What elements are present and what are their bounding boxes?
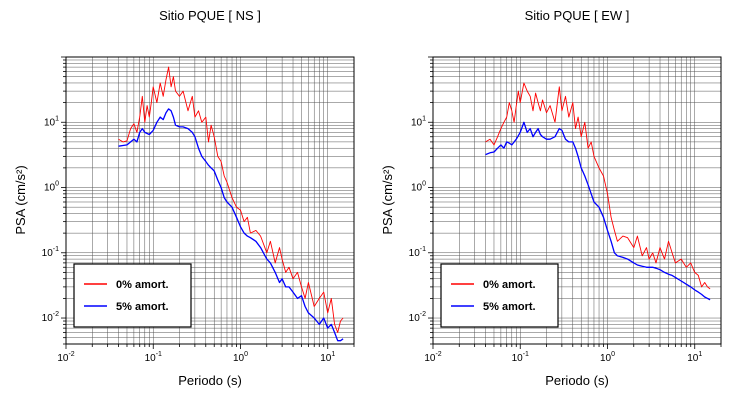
y-tick-label: 101 <box>411 115 426 128</box>
tick-base: 10 <box>320 353 332 364</box>
tick-exponent: 1 <box>422 115 426 122</box>
legend-label: 5% amort. <box>483 301 536 313</box>
plot-frame <box>65 56 355 345</box>
y-tick-label: 10-2 <box>409 311 426 324</box>
series-line-5pct <box>118 108 344 342</box>
plot-frame <box>432 56 722 345</box>
x-axis-label: Periodo (s) <box>178 373 242 388</box>
tick-exponent: -1 <box>523 351 529 358</box>
tick-exponent: -1 <box>420 246 426 253</box>
tick-exponent: -2 <box>53 311 59 318</box>
tick-exponent: -2 <box>68 351 74 358</box>
tick-base: 10 <box>145 353 157 364</box>
tick-base: 10 <box>233 353 245 364</box>
legend-label: 0% amort. <box>483 279 536 291</box>
tick-base: 10 <box>600 353 612 364</box>
tick-base: 10 <box>44 183 56 194</box>
tick-exponent: 1 <box>698 351 702 358</box>
y-tick-label: 10-2 <box>42 311 59 324</box>
x-tick-label: 101 <box>320 351 335 364</box>
legend: 0% amort. 5% amort. <box>440 263 559 328</box>
y-tick-label: 100 <box>44 181 59 194</box>
tick-base: 10 <box>411 183 423 194</box>
series-line-0pct <box>485 82 711 290</box>
tick-base: 10 <box>57 353 69 364</box>
series-line-0pct <box>118 66 344 333</box>
series-line-5pct <box>485 121 711 301</box>
tick-base: 10 <box>409 248 421 259</box>
x-tick-label: 100 <box>600 351 615 364</box>
x-tick-label: 10-2 <box>57 351 74 364</box>
legend-label: 5% amort. <box>116 301 169 313</box>
x-tick-label: 10-1 <box>512 351 529 364</box>
tick-base: 10 <box>512 353 524 364</box>
chart-title: Sitio PQUE [ EW ] <box>525 8 630 23</box>
chart-panel-ns: Sitio PQUE [ NS ] Periodo (s) PSA (cm/s²… <box>13 8 355 388</box>
tick-base: 10 <box>424 353 436 364</box>
y-axis-label: PSA (cm/s²) <box>13 165 28 234</box>
legend: 0% amort. 5% amort. <box>73 263 192 328</box>
y-tick-label: 10-1 <box>409 246 426 259</box>
tick-base: 10 <box>42 248 54 259</box>
tick-base: 10 <box>44 117 56 128</box>
chart-panel-ew: Sitio PQUE [ EW ] Periodo (s) PSA (cm/s²… <box>380 8 722 388</box>
x-tick-label: 101 <box>687 351 702 364</box>
tick-exponent: -1 <box>53 246 59 253</box>
tick-exponent: -2 <box>420 311 426 318</box>
tick-exponent: 0 <box>55 181 59 188</box>
y-tick-label: 100 <box>411 181 426 194</box>
legend-box <box>73 263 192 328</box>
tick-base: 10 <box>411 117 423 128</box>
tick-exponent: 0 <box>422 181 426 188</box>
tick-exponent: 1 <box>331 351 335 358</box>
legend-label: 0% amort. <box>116 279 169 291</box>
x-tick-label: 100 <box>233 351 248 364</box>
tick-base: 10 <box>409 313 421 324</box>
tick-exponent: -1 <box>156 351 162 358</box>
tick-exponent: -2 <box>435 351 441 358</box>
tick-exponent: 1 <box>55 115 59 122</box>
y-axis-label: PSA (cm/s²) <box>380 165 395 234</box>
tick-exponent: 0 <box>611 351 615 358</box>
y-tick-label: 10-1 <box>42 246 59 259</box>
tick-base: 10 <box>687 353 699 364</box>
tick-exponent: 0 <box>244 351 248 358</box>
x-tick-label: 10-2 <box>424 351 441 364</box>
legend-box <box>440 263 559 328</box>
y-tick-label: 101 <box>44 115 59 128</box>
x-tick-label: 10-1 <box>145 351 162 364</box>
chart-title: Sitio PQUE [ NS ] <box>159 8 261 23</box>
tick-base: 10 <box>42 313 54 324</box>
x-axis-label: Periodo (s) <box>545 373 609 388</box>
